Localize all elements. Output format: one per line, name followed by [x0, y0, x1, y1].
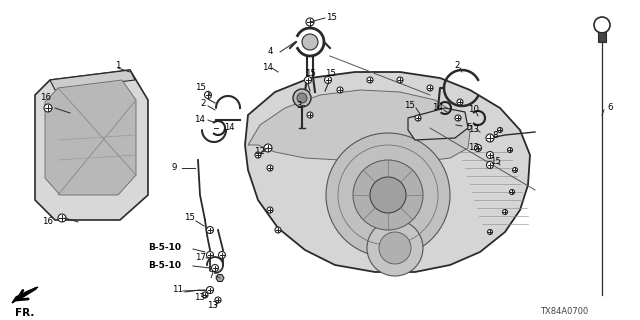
- Circle shape: [202, 292, 208, 298]
- Bar: [598, 32, 606, 42]
- Circle shape: [293, 89, 311, 107]
- Circle shape: [415, 115, 421, 121]
- Text: 16: 16: [42, 218, 53, 227]
- Text: 14: 14: [224, 124, 234, 132]
- Circle shape: [218, 252, 225, 259]
- Circle shape: [474, 145, 481, 151]
- Circle shape: [488, 229, 493, 235]
- Circle shape: [207, 252, 214, 259]
- Circle shape: [370, 177, 406, 213]
- Text: 11: 11: [172, 285, 183, 294]
- Circle shape: [58, 214, 66, 222]
- Polygon shape: [248, 90, 470, 162]
- Circle shape: [457, 99, 463, 105]
- Circle shape: [367, 77, 373, 83]
- Circle shape: [379, 232, 411, 264]
- Text: 12: 12: [254, 148, 265, 156]
- Text: 15: 15: [326, 13, 337, 22]
- Text: 10: 10: [468, 106, 479, 115]
- Circle shape: [302, 34, 318, 50]
- Circle shape: [324, 76, 332, 84]
- Polygon shape: [50, 70, 135, 90]
- Circle shape: [455, 115, 461, 121]
- Text: 8: 8: [492, 131, 497, 140]
- Circle shape: [255, 152, 261, 158]
- Circle shape: [267, 207, 273, 213]
- Circle shape: [509, 189, 515, 195]
- Circle shape: [513, 167, 518, 172]
- Circle shape: [305, 76, 312, 84]
- Circle shape: [508, 148, 513, 153]
- Text: B-5-10: B-5-10: [148, 244, 181, 252]
- Text: 9: 9: [172, 164, 177, 172]
- Text: 15: 15: [305, 68, 316, 77]
- Text: 14: 14: [432, 103, 443, 113]
- Circle shape: [337, 87, 343, 93]
- Circle shape: [307, 112, 313, 118]
- Circle shape: [264, 144, 272, 152]
- Circle shape: [306, 18, 314, 26]
- Circle shape: [205, 92, 211, 99]
- Text: 15: 15: [490, 157, 501, 166]
- Circle shape: [267, 165, 273, 171]
- Polygon shape: [216, 275, 224, 282]
- Polygon shape: [45, 80, 136, 195]
- Text: 14: 14: [194, 116, 205, 124]
- Circle shape: [486, 151, 493, 158]
- Circle shape: [215, 297, 221, 303]
- Text: 3: 3: [296, 100, 301, 109]
- Circle shape: [275, 227, 281, 233]
- Text: 7: 7: [208, 270, 214, 279]
- Circle shape: [486, 134, 494, 142]
- Polygon shape: [408, 108, 468, 140]
- Circle shape: [502, 210, 508, 214]
- Circle shape: [44, 104, 52, 112]
- Text: 13: 13: [207, 301, 218, 310]
- Circle shape: [207, 286, 214, 293]
- Text: 13: 13: [468, 125, 479, 134]
- Text: 5: 5: [466, 124, 472, 132]
- Text: FR.: FR.: [15, 308, 35, 318]
- Circle shape: [497, 127, 502, 132]
- Circle shape: [486, 162, 493, 169]
- Text: 13: 13: [194, 293, 205, 302]
- Text: 1: 1: [115, 60, 121, 69]
- Text: 15: 15: [325, 68, 336, 77]
- Circle shape: [427, 85, 433, 91]
- Polygon shape: [35, 70, 148, 220]
- Circle shape: [297, 93, 307, 103]
- Text: 14: 14: [262, 63, 273, 73]
- Text: B-5-10: B-5-10: [148, 260, 181, 269]
- Circle shape: [367, 220, 423, 276]
- Polygon shape: [245, 72, 530, 272]
- Text: 16: 16: [40, 93, 51, 102]
- Text: 2: 2: [454, 60, 460, 69]
- Circle shape: [207, 227, 214, 234]
- Text: 17: 17: [195, 253, 206, 262]
- Text: 15: 15: [184, 213, 195, 222]
- Circle shape: [397, 77, 403, 83]
- Text: 13: 13: [468, 143, 479, 153]
- Text: 2: 2: [200, 100, 205, 108]
- Text: 6: 6: [607, 103, 612, 113]
- Text: 15: 15: [404, 100, 415, 109]
- Polygon shape: [12, 287, 38, 303]
- Circle shape: [353, 160, 423, 230]
- Text: TX84A0700: TX84A0700: [540, 308, 588, 316]
- Text: 4: 4: [268, 47, 273, 57]
- Circle shape: [211, 265, 218, 271]
- Text: 15: 15: [195, 84, 206, 92]
- Circle shape: [326, 133, 450, 257]
